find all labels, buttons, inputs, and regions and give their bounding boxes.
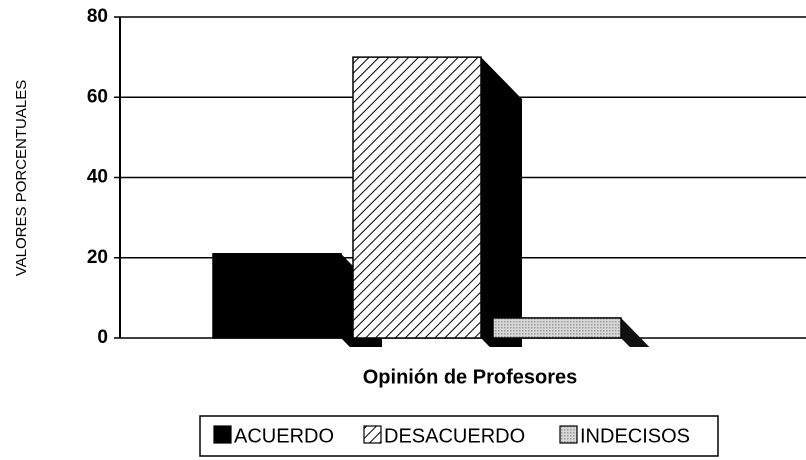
legend-label: ACUERDO — [234, 425, 334, 447]
legend-label: INDECISOS — [580, 425, 690, 447]
legend-box — [199, 415, 719, 457]
legend-swatch — [363, 425, 382, 444]
y-tick-label: 80 — [87, 6, 108, 27]
bar — [492, 317, 622, 339]
legend-label: DESACUERDO — [384, 425, 525, 447]
bar-side — [481, 57, 522, 347]
y-tick-label: 40 — [87, 167, 108, 188]
bar-side — [621, 317, 650, 347]
legend-swatch — [559, 425, 578, 444]
bar — [352, 56, 482, 339]
x-axis-label: Opinión de Profesores — [363, 366, 577, 388]
y-axis-label: VALORES PORCENTUALES — [13, 80, 30, 276]
legend-swatch — [213, 425, 232, 444]
y-tick-label: 60 — [87, 86, 108, 107]
y-tick-label: 0 — [97, 327, 108, 348]
bars — [212, 56, 650, 347]
bar — [212, 252, 342, 339]
y-tick-label: 20 — [87, 247, 108, 268]
